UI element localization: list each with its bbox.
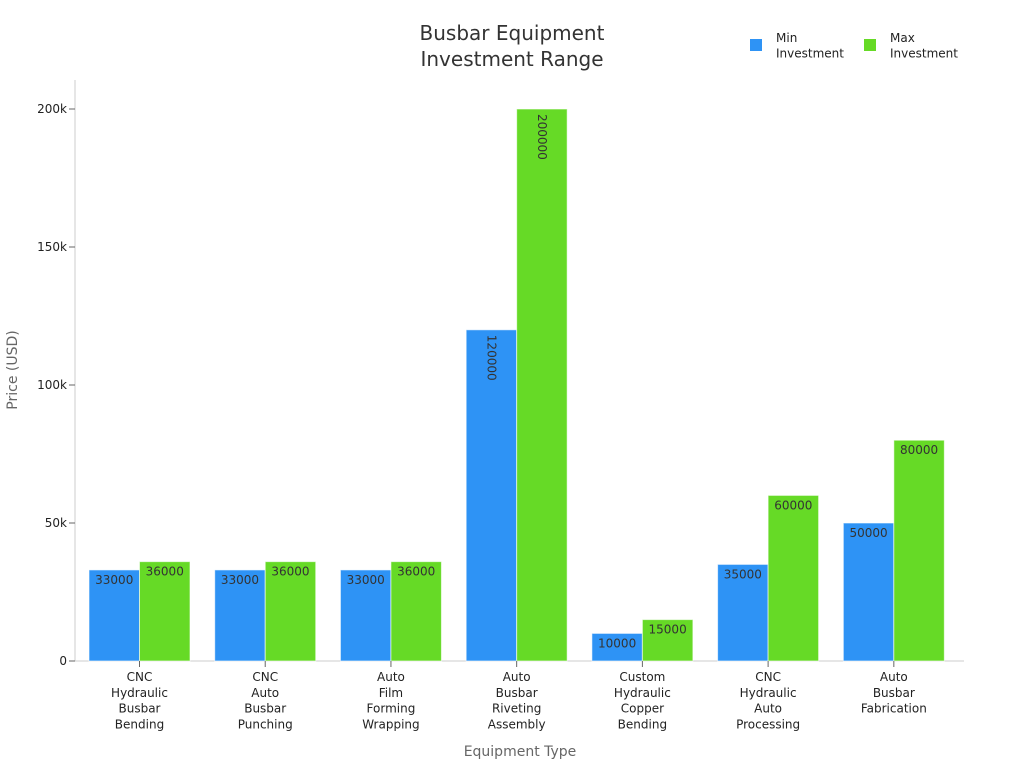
bar-max-investment [641, 619, 694, 662]
y-tick-label: 50k [45, 516, 67, 530]
bar-min-investment [842, 522, 895, 662]
bar-value-label: 15000 [649, 623, 687, 637]
x-axis-title: Equipment Type [464, 744, 577, 760]
legend-label: Min Investment [776, 31, 844, 61]
legend-swatch [864, 39, 876, 51]
bar-value-label: 200000 [535, 114, 549, 160]
bars [88, 108, 945, 662]
legend-label: Max Investment [890, 31, 958, 61]
legend-swatch [750, 39, 762, 51]
bar-value-label: 33000 [347, 573, 385, 587]
bar-value-label: 36000 [146, 565, 184, 579]
y-axis-title: Price (USD) [5, 330, 21, 409]
bar-value-label: 36000 [271, 565, 309, 579]
bar-value-label: 33000 [221, 573, 259, 587]
x-ticks: CNC Hydraulic Busbar Bending CNC Auto Busbar Pu… [111, 661, 927, 731]
x-tick-label: Custom Hydraulic Copper Bending [614, 670, 671, 731]
x-tick-label: Auto Film Forming Wrapping [362, 670, 419, 731]
x-tick-label: CNC Auto Busbar Punching [238, 670, 293, 731]
bar-value-label: 60000 [774, 498, 812, 512]
x-tick-label: CNC Hydraulic Auto Processing [736, 670, 800, 731]
bar-value-label: 80000 [900, 443, 938, 457]
bar-min-investment [339, 569, 392, 662]
bar-max-investment [264, 561, 317, 662]
y-tick-label: 100k [37, 378, 67, 392]
bar-value-label: 120000 [484, 335, 498, 381]
y-tick-label: 0 [59, 654, 67, 668]
y-ticks: 0 50k 100k 150k 200k [37, 102, 75, 668]
bar-max-investment [139, 561, 191, 662]
x-tick-label: Auto Busbar Riveting Assembly [488, 670, 546, 731]
bar-min-investment [88, 569, 140, 662]
bar-max-investment [893, 439, 945, 662]
chart-title: Busbar Equipment Investment Range [420, 21, 605, 71]
bar-value-label: 36000 [397, 565, 435, 579]
bar-value-label: 35000 [724, 567, 762, 581]
y-tick-label: 200k [37, 102, 67, 116]
bar-max-investment [767, 494, 820, 662]
x-tick-label: CNC Hydraulic Busbar Bending [111, 670, 168, 731]
bar-value-label: 50000 [849, 526, 887, 540]
bar-value-label: 10000 [598, 636, 636, 650]
bar-max-investment [516, 108, 568, 662]
bar-max-investment [390, 561, 442, 662]
y-tick-label: 150k [37, 240, 67, 254]
bar-value-label: 33000 [95, 573, 133, 587]
legend: Min Investment Max Investment [750, 31, 958, 61]
x-tick-label: Auto Busbar Fabrication [861, 670, 927, 716]
bar-min-investment [214, 569, 266, 662]
value-labels: 33000 36000 33000 36000 33000 36000 120000 2000… [95, 114, 938, 650]
